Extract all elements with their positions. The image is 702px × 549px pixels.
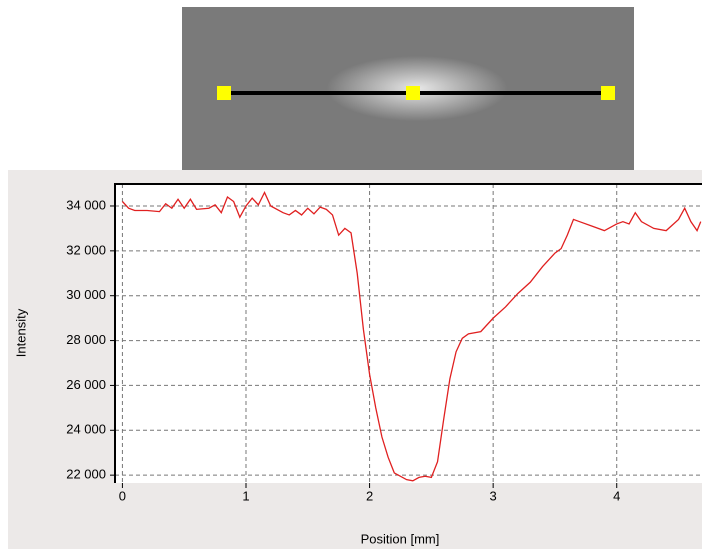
x-tick-label: 3 [490,488,497,503]
grid [110,184,702,488]
y-tick-label: 32 000 [66,242,106,257]
y-tick-label: 30 000 [66,287,106,302]
handle[interactable] [601,86,615,100]
y-tick-label: 34 000 [66,197,106,212]
x-tick-label: 0 [119,488,126,503]
x-tick-label: 4 [613,488,620,503]
data-line [121,191,702,482]
marks [121,191,702,482]
y-tick-label: 26 000 [66,377,106,392]
handle[interactable] [217,86,231,100]
handle[interactable] [406,86,420,100]
plot-area [115,184,702,483]
y-axis-label: Intensity [13,308,28,357]
x-tick-label: 2 [366,488,373,503]
y-tick-label: 28 000 [66,332,106,347]
x-axis-label: Position [mm] [361,531,440,546]
y-tick-label: 22 000 [66,467,106,482]
plot-frame [114,183,702,483]
y-tick-label: 24 000 [66,422,106,437]
x-tick-label: 1 [242,488,249,503]
